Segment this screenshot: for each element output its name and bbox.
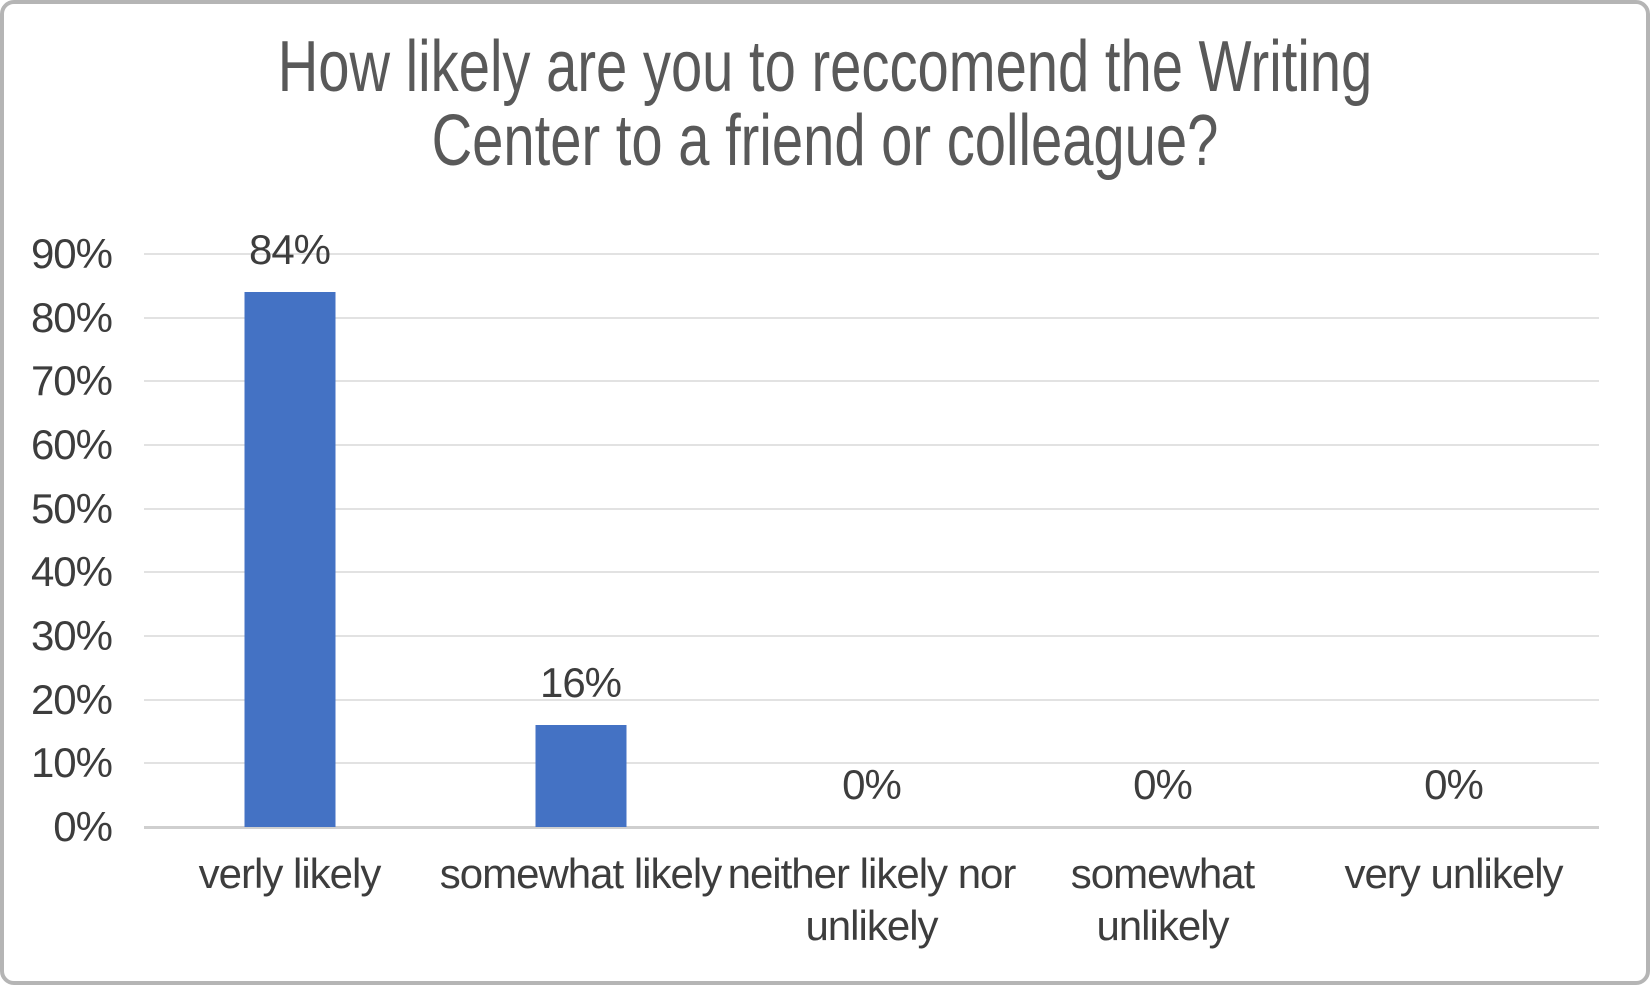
- y-axis-tick-label: 30%: [30, 612, 113, 659]
- x-axis-category-label: very unlikely: [1344, 850, 1563, 897]
- chart-title-line-1: How likely are you to reccomend the Writ…: [277, 27, 1373, 107]
- gridline: [144, 508, 1599, 510]
- gridline: [144, 635, 1599, 637]
- plot-area: 84% 16% 0% 0% 0%: [144, 228, 1599, 829]
- bar: [535, 725, 626, 827]
- y-axis-tick-label: 10%: [30, 739, 113, 786]
- x-axis-category-label: somewhat likely: [439, 850, 722, 897]
- gridline: [144, 571, 1599, 573]
- x-axis-category-label: verly likely: [198, 850, 382, 897]
- y-axis-tick-label: 40%: [30, 548, 113, 595]
- y-axis-tick-label: 80%: [30, 294, 113, 341]
- gridline: [144, 317, 1599, 319]
- y-axis-tick-label: 20%: [30, 676, 113, 723]
- gridline: [144, 253, 1599, 255]
- y-axis-tick-label: 90%: [30, 230, 113, 277]
- x-axis-line: [144, 826, 1599, 829]
- category-slot: 0%: [1017, 254, 1308, 827]
- category-slot: 84%: [144, 228, 435, 827]
- bar-value-label: 0%: [1424, 761, 1484, 808]
- y-axis-tick-label: 50%: [30, 485, 113, 532]
- bar-value-label: 0%: [1133, 761, 1193, 808]
- y-axis-tick-label: 70%: [30, 357, 113, 404]
- gridline: [144, 380, 1599, 382]
- category-slot: 0%: [726, 254, 1017, 827]
- x-axis-category-label: neither likely nor unlikely: [727, 850, 1017, 949]
- y-axis-tick-label: 60%: [30, 421, 113, 468]
- bar-value-label: 0%: [842, 761, 902, 808]
- x-axis-category-label: somewhat unlikely: [1070, 850, 1255, 949]
- gridline: [144, 762, 1599, 764]
- bar-series: 84% 16% 0% 0% 0%: [144, 228, 1599, 827]
- chart-title-line-2: Center to a friend or colleague?: [431, 101, 1219, 181]
- gridline: [144, 699, 1599, 701]
- category-slot: 16%: [435, 254, 726, 827]
- bar: [244, 292, 335, 827]
- y-axis-tick-label: 0%: [53, 803, 113, 850]
- bar-value-label: 84%: [248, 226, 331, 274]
- category-slot: 0%: [1308, 254, 1599, 827]
- chart-title: How likely are you to reccomend the Writ…: [185, 30, 1466, 178]
- gridline: [144, 444, 1599, 446]
- x-axis-category-labels: verly likely somewhat likely neither likel…: [144, 848, 1599, 952]
- bar-value-label: 16%: [539, 659, 622, 707]
